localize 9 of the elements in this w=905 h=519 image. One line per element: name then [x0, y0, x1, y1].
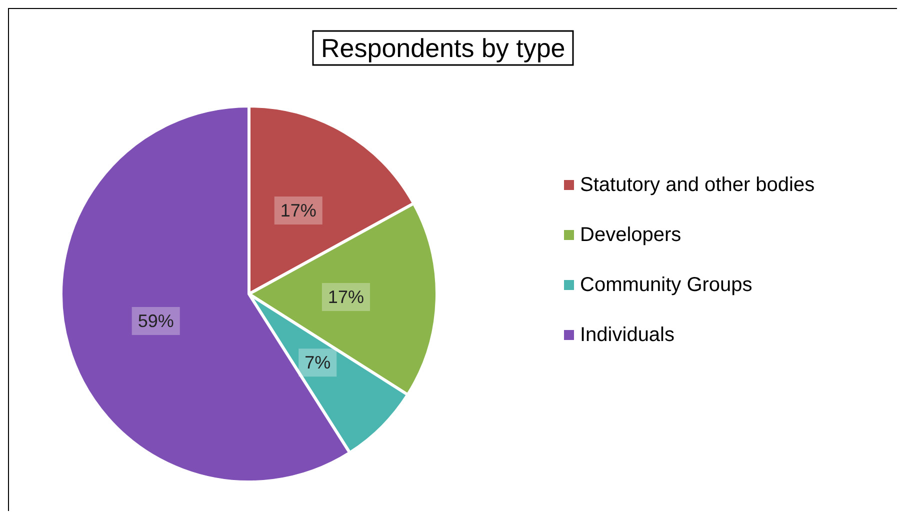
data-label: 17%: [280, 200, 316, 221]
legend-label: Statutory and other bodies: [580, 174, 815, 196]
legend-label: Developers: [580, 224, 682, 246]
data-label: 7%: [304, 352, 331, 373]
legend-label: Individuals: [580, 324, 675, 346]
legend-label: Community Groups: [580, 274, 752, 296]
data-label: 17%: [328, 287, 364, 308]
data-label: 59%: [138, 311, 174, 332]
chart-title: Respondents by type: [321, 33, 566, 63]
